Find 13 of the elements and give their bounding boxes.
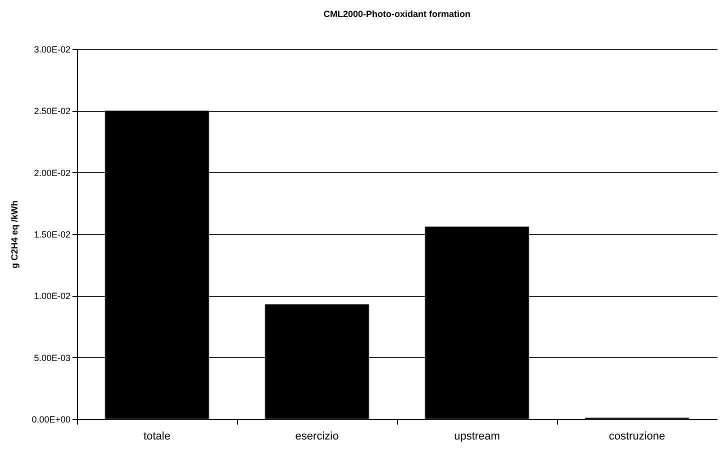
y-tick-label: 2.50E-02 bbox=[34, 106, 70, 116]
x-tick-label: upstream bbox=[454, 430, 500, 442]
x-tick-label: esercizio bbox=[295, 430, 339, 442]
y-tick-label: 1.50E-02 bbox=[34, 230, 70, 240]
x-tick-label: costruzione bbox=[608, 430, 666, 442]
x-tick-label: totale bbox=[144, 430, 170, 442]
y-tick-label: 2.00E-02 bbox=[34, 168, 70, 178]
chart-title: CML2000-Photo-oxidant formation bbox=[323, 9, 471, 19]
y-tick-label: 1.00E-02 bbox=[34, 291, 70, 302]
y-tick-label: 5.00E-03 bbox=[34, 352, 70, 363]
y-tick-label: 0.00E+00 bbox=[32, 414, 70, 424]
y-axis-title: g C2H4 eq /kWh bbox=[10, 200, 20, 269]
y-tick-label: 3.00E-02 bbox=[34, 44, 70, 54]
